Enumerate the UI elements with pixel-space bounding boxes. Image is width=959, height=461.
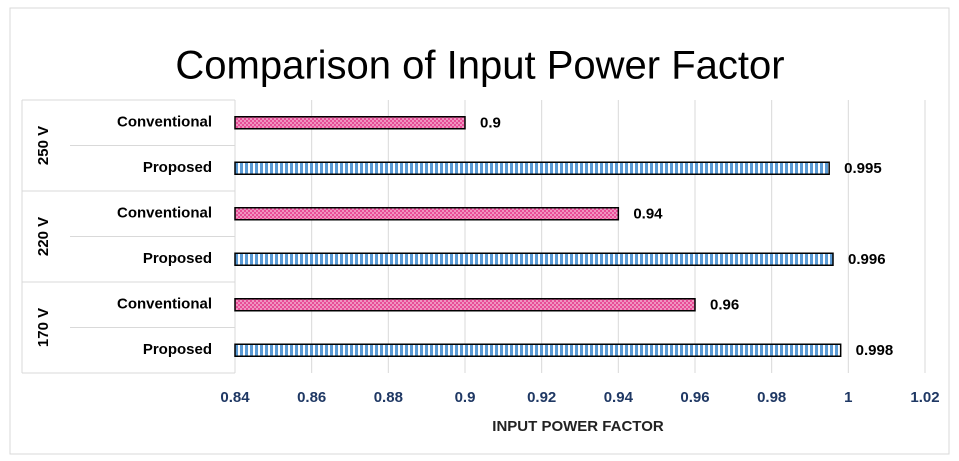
bar bbox=[234, 343, 842, 357]
bar bbox=[234, 252, 834, 266]
x-tick-label: 0.98 bbox=[757, 389, 786, 406]
plot-area: 0.84 0.86 0.88 0.9 0.92 0.94 0.96 0.98 1 1.02 250 … bbox=[21, 99, 940, 406]
bar bbox=[234, 298, 696, 312]
value-label: 0.995 bbox=[844, 160, 882, 177]
x-tick-label: 0.84 bbox=[220, 389, 250, 406]
bar bbox=[234, 161, 830, 175]
value-label: 0.996 bbox=[848, 251, 886, 268]
group-label: 220 V bbox=[35, 217, 52, 256]
x-tick-label: 0.9 bbox=[455, 389, 476, 406]
row-label: Conventional bbox=[117, 296, 212, 313]
x-tick-label: 0.86 bbox=[297, 389, 326, 406]
x-tick-label: 0.88 bbox=[374, 389, 403, 406]
bar bbox=[234, 207, 620, 221]
row-label: Conventional bbox=[117, 205, 212, 222]
value-label: 0.96 bbox=[710, 297, 739, 314]
group-label: 250 V bbox=[35, 126, 52, 165]
group-label: 170 V bbox=[35, 308, 52, 347]
value-label: 0.998 bbox=[856, 342, 894, 359]
chart-border bbox=[9, 7, 950, 455]
x-tick-label: 0.96 bbox=[680, 389, 709, 406]
x-tick-label: 1 bbox=[844, 389, 852, 406]
value-label: 0.94 bbox=[633, 206, 663, 223]
value-label: 0.9 bbox=[480, 115, 501, 132]
bar bbox=[234, 116, 466, 130]
chart-title: Comparison of Input Power Factor bbox=[175, 44, 784, 88]
row-label: Proposed bbox=[143, 250, 212, 267]
x-tick-label: 0.94 bbox=[604, 389, 634, 406]
row-label: Proposed bbox=[143, 159, 212, 176]
x-tick-label: 0.92 bbox=[527, 389, 556, 406]
row-label: Conventional bbox=[117, 114, 212, 131]
x-tick-label: 1.02 bbox=[910, 389, 939, 406]
row-label: Proposed bbox=[143, 341, 212, 358]
x-axis-label: INPUT POWER FACTOR bbox=[492, 418, 664, 435]
